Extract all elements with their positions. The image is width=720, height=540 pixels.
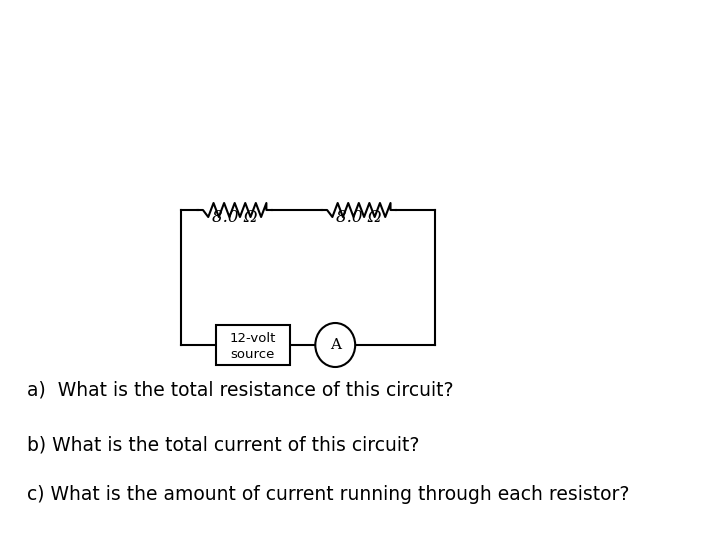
Text: 12-volt: 12-volt	[230, 332, 276, 345]
FancyBboxPatch shape	[216, 325, 290, 365]
Text: A: A	[330, 338, 341, 352]
Text: a)  What is the total resistance of this circuit?: a) What is the total resistance of this …	[27, 381, 454, 400]
Text: c) What is the amount of current running through each resistor?: c) What is the amount of current running…	[27, 485, 629, 504]
Circle shape	[315, 323, 355, 367]
Text: 8.0 Ω: 8.0 Ω	[212, 209, 258, 226]
Text: b) What is the total current of this circuit?: b) What is the total current of this cir…	[27, 435, 420, 455]
Text: source: source	[230, 348, 275, 361]
Text: 8.0 Ω: 8.0 Ω	[336, 209, 382, 226]
